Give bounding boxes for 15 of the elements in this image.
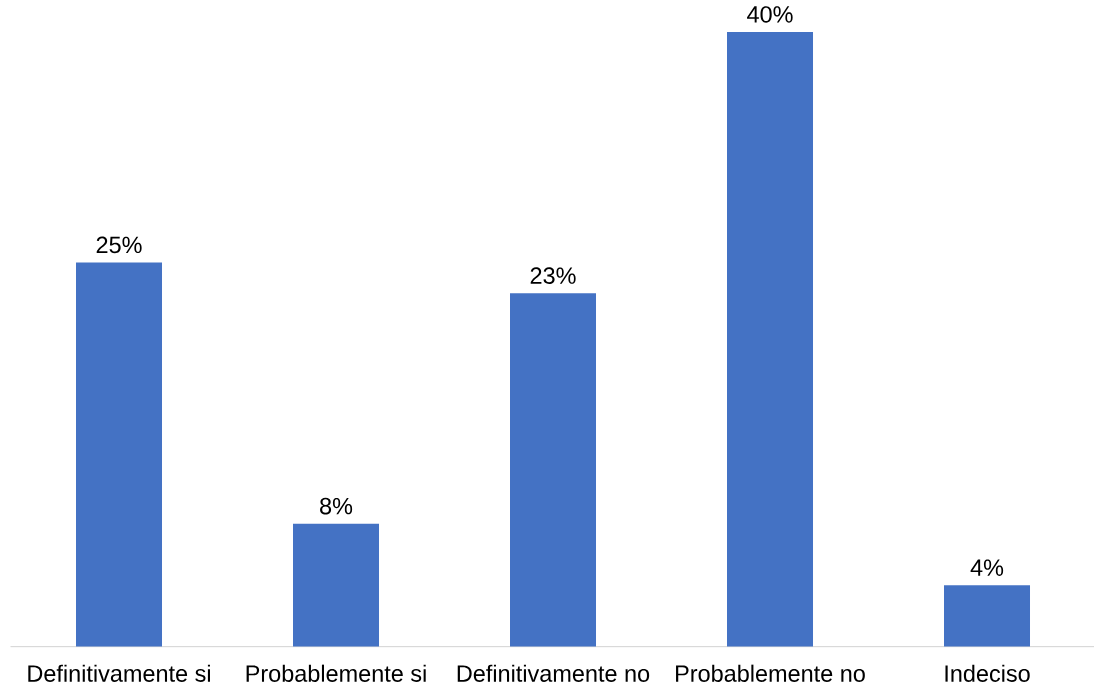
- x-tick-label: Probablemente si: [246, 664, 426, 682]
- data-label: 25%: [96, 236, 142, 254]
- bar: [727, 31, 814, 647]
- bar: [944, 585, 1031, 647]
- data-label: 8%: [320, 497, 353, 515]
- x-tick-label: Indeciso: [945, 664, 1030, 682]
- x-tick-label: Definitivamente no: [457, 664, 650, 682]
- data-label: 4%: [970, 559, 1004, 576]
- data-label: 40%: [747, 6, 793, 23]
- bar: [293, 523, 380, 647]
- bar: [76, 262, 163, 647]
- x-tick-label: Definitivamente si: [28, 664, 210, 682]
- x-tick-label: Probablemente no: [676, 664, 865, 682]
- data-label: 23%: [530, 267, 576, 284]
- bar: [510, 293, 597, 647]
